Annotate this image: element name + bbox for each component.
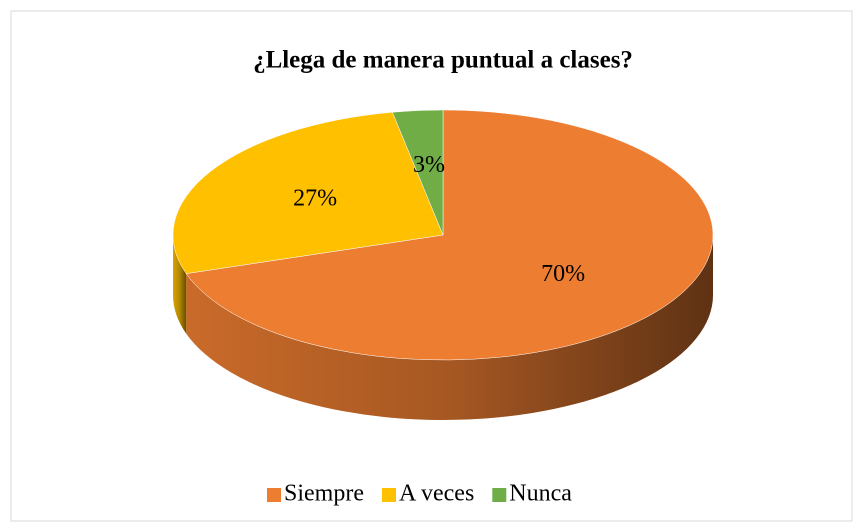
- legend-swatch: [267, 488, 281, 502]
- chart-title: ¿Llega de manera puntual a clases?: [253, 47, 633, 74]
- legend: Siempre A veces Nunca: [267, 481, 572, 507]
- pie-side-shade: [186, 235, 714, 420]
- pie-slice: [392, 109, 444, 236]
- pie-slice: [172, 111, 444, 274]
- pie-tops: [172, 109, 714, 361]
- legend-swatch: [381, 488, 396, 502]
- data-label: 3%: [413, 152, 445, 178]
- pie-slice: [185, 109, 714, 361]
- legend-swatch: [492, 488, 507, 502]
- pie-sides: [173, 235, 714, 420]
- data-label: 70%: [541, 261, 585, 287]
- legend-label: A veces: [399, 481, 474, 507]
- data-labels: 70% 27% 3%: [293, 152, 585, 287]
- legend-label: Nunca: [509, 481, 572, 507]
- data-label: 27%: [293, 186, 337, 212]
- pie-side-shade: [173, 235, 187, 334]
- legend-label: Siempre: [284, 481, 364, 507]
